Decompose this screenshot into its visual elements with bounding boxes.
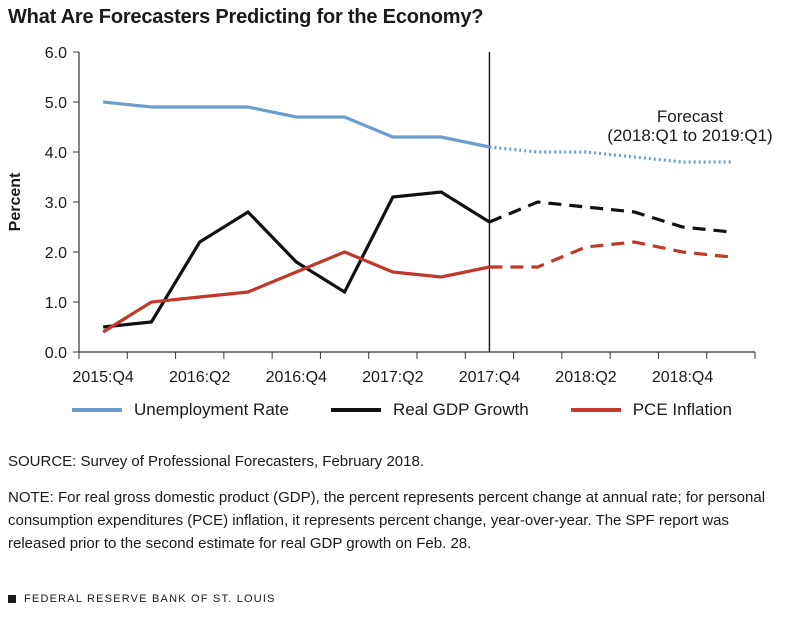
- forecast-range-label: (2018:Q1 to 2019:Q1): [607, 126, 772, 145]
- legend-label-gdp: Real GDP Growth: [392, 400, 529, 419]
- x-tick-label: 2015:Q4: [72, 369, 133, 386]
- x-tick-label: 2018:Q2: [555, 369, 616, 386]
- legend-label-pce: PCE Inflation: [632, 400, 732, 419]
- x-tick-label: 2017:Q4: [459, 369, 520, 386]
- legend-item-gdp: Real GDP Growth: [330, 400, 529, 420]
- forecast-label: Forecast: [657, 107, 723, 126]
- y-tick-label: 1.0: [45, 295, 67, 312]
- y-tick-label: 5.0: [45, 95, 67, 112]
- x-tick-label: 2018:Q4: [652, 369, 713, 386]
- y-tick-label: 6.0: [45, 45, 67, 62]
- legend-swatch-gdp: [330, 408, 381, 412]
- y-tick-label: 4.0: [45, 145, 67, 162]
- series-line-gdp: [102, 190, 491, 329]
- footer-text: FEDERAL RESERVE BANK OF ST. LOUIS: [24, 593, 276, 605]
- legend-swatch-pce: [570, 408, 621, 412]
- y-axis-label: Percent: [7, 172, 24, 231]
- line-chart: 0.0 1.0 2.0 3.0 4.0 5.0 6.0 Percent 2015:Q4 2016:…: [7, 45, 773, 386]
- legend-label-unemployment: Unemployment Rate: [134, 400, 289, 419]
- legend-item-unemployment: Unemployment Rate: [72, 400, 289, 420]
- series-line-pce: [102, 250, 490, 334]
- y-tick-label: 0.0: [45, 345, 67, 362]
- x-tick-label: 2016:Q2: [169, 369, 230, 386]
- series-forecast-line-gdp: [488, 200, 732, 234]
- chart-title: What Are Forecasters Predicting for the …: [8, 6, 484, 28]
- x-tick-label: 2017:Q2: [362, 369, 423, 386]
- series-forecast-line-unemployment: [489, 145, 731, 164]
- footer-square-icon: [8, 595, 16, 603]
- note-text: NOTE: For real gross domestic product (G…: [8, 489, 766, 552]
- y-tick-label: 2.0: [45, 245, 67, 262]
- footer: FEDERAL RESERVE BANK OF ST. LOUIS: [8, 593, 276, 605]
- x-tick-label: 2016:Q4: [266, 369, 327, 386]
- legend-swatch-unemployment: [72, 408, 122, 412]
- series-line-unemployment: [102, 100, 490, 149]
- legend-item-pce: PCE Inflation: [570, 400, 732, 420]
- series-forecast-line-pce: [489, 240, 732, 269]
- legend: Unemployment Rate Real GDP Growth PCE In…: [72, 400, 774, 420]
- y-tick-label: 3.0: [45, 195, 67, 212]
- source-text: SOURCE: Survey of Professional Forecaste…: [8, 453, 425, 470]
